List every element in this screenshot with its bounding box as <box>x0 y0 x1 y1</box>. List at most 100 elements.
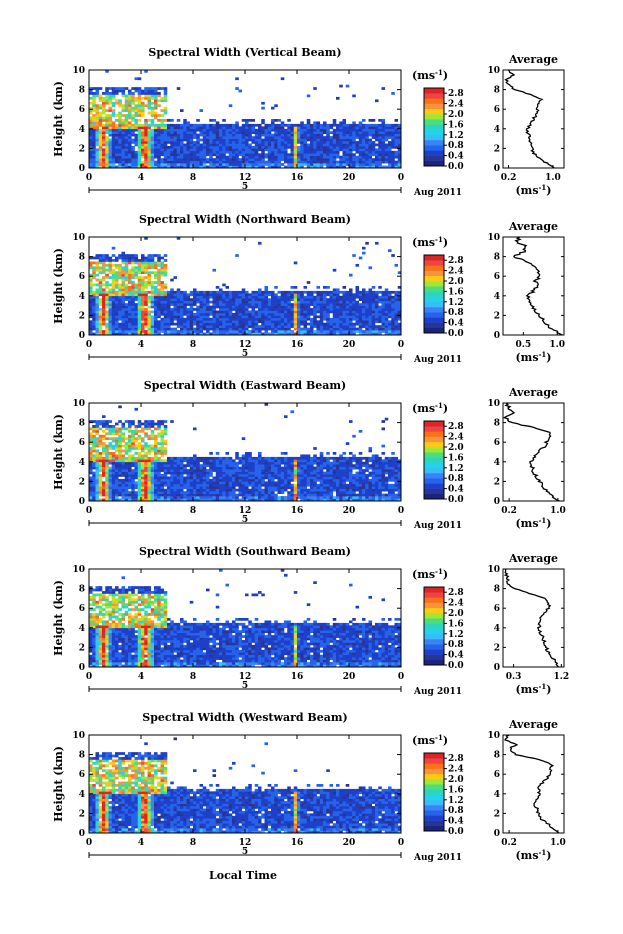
heatmap-cell <box>161 119 165 122</box>
heatmap-cell <box>271 136 275 139</box>
heatmap-cell <box>235 151 239 154</box>
heatmap-cell <box>216 291 220 294</box>
heatmap-cell <box>109 447 113 450</box>
heatmap-cell <box>245 301 249 304</box>
heatmap-cell <box>161 445 165 448</box>
heatmap-cell <box>125 496 129 499</box>
heatmap-cell <box>115 134 119 137</box>
heatmap-cell <box>141 318 145 321</box>
heatmap-cell <box>242 306 246 309</box>
heatmap-cell <box>135 428 139 431</box>
heatmap-cell <box>297 291 301 294</box>
heatmap-cell <box>196 296 200 299</box>
heatmap-cell <box>378 313 382 316</box>
heatmap-cell <box>232 303 236 306</box>
heatmap-cell <box>92 269 96 272</box>
heatmap-cell <box>92 163 96 166</box>
heatmap-cell <box>219 328 223 331</box>
heatmap-cell <box>336 293 340 296</box>
heatmap-cell <box>320 323 324 326</box>
heatmap-cell <box>265 153 269 156</box>
heatmap-cell <box>112 437 116 440</box>
heatmap-cell <box>157 291 161 294</box>
heatmap-cell <box>388 298 392 301</box>
heatmap-cell <box>255 148 259 151</box>
heatmap-cell <box>265 325 269 328</box>
heatmap-cell <box>96 291 100 294</box>
heatmap-cell <box>206 308 210 311</box>
heatmap-cell <box>349 126 353 129</box>
heatmap-cell <box>300 146 304 149</box>
heatmap-cell <box>245 124 249 127</box>
heatmap-cell <box>219 163 223 166</box>
heatmap-cell <box>92 262 96 265</box>
heatmap-cell <box>118 313 122 316</box>
heatmap-cell <box>180 311 184 314</box>
heatmap-cell <box>333 136 337 139</box>
heatmap-cell <box>213 158 217 161</box>
heatmap-cell <box>144 457 148 460</box>
heatmap-cell <box>141 151 145 154</box>
heatmap-cell <box>271 148 275 151</box>
heatmap-cell <box>109 151 113 154</box>
heatmap-cell <box>271 146 275 149</box>
heatmap-cell <box>352 134 356 137</box>
heatmap-cell <box>167 313 171 316</box>
unit-close: ) <box>546 351 551 364</box>
heatmap-cell <box>138 158 142 161</box>
heatmap-cell <box>92 301 96 304</box>
heatmap-cell <box>115 151 119 154</box>
heatmap-cell <box>248 146 252 149</box>
heatmap-cell <box>333 323 337 326</box>
heatmap-cell <box>313 306 317 309</box>
heatmap-cell <box>128 430 132 433</box>
heatmap-cell <box>183 301 187 304</box>
heatmap-cell <box>112 445 116 448</box>
heatmap-cell <box>128 315 132 318</box>
heatmap-cell <box>365 153 369 156</box>
heatmap-cell <box>174 457 178 460</box>
heatmap-cell <box>297 318 301 321</box>
heatmap-cell <box>109 156 113 159</box>
heatmap-cell <box>157 257 161 260</box>
heatmap-cell <box>109 139 113 142</box>
heatmap-cell <box>105 129 109 132</box>
heatmap-cell <box>151 325 155 328</box>
heatmap-cell <box>125 259 129 262</box>
heatmap-cell <box>252 141 256 144</box>
heatmap-cell <box>154 134 158 137</box>
heatmap-cell <box>203 144 207 147</box>
heatmap-cell <box>89 117 93 120</box>
heatmap-cell <box>167 161 171 164</box>
heatmap-cell <box>157 136 161 139</box>
heatmap-cell <box>317 124 321 127</box>
heatmap-cell <box>112 303 116 306</box>
heatmap-cell <box>349 323 353 326</box>
heatmap-cell <box>122 271 126 274</box>
heatmap-cell <box>222 151 226 154</box>
heatmap-cell <box>242 148 246 151</box>
heatmap-cell <box>167 151 171 154</box>
heatmap-cell <box>92 450 96 453</box>
heatmap-cell <box>154 99 158 102</box>
heatmap-cell <box>141 479 145 482</box>
heatmap-cell <box>307 151 311 154</box>
heatmap-cell <box>131 303 135 306</box>
heatmap-cell <box>365 320 369 323</box>
heatmap-cell <box>125 303 129 306</box>
heatmap-cell <box>183 472 187 475</box>
heatmap-cell <box>115 296 119 299</box>
heatmap-cell <box>138 320 142 323</box>
heatmap-cell <box>271 296 275 299</box>
heatmap-cell <box>131 462 135 465</box>
heatmap-cell <box>232 156 236 159</box>
heatmap-cell <box>177 459 181 462</box>
heatmap-cell <box>141 262 145 265</box>
heatmap-cell <box>170 459 174 462</box>
heatmap-cell <box>365 323 369 326</box>
heatmap-cell <box>385 323 389 326</box>
heatmap-cell <box>151 481 155 484</box>
heatmap-cell <box>343 163 347 166</box>
heatmap-cell <box>203 293 207 296</box>
heatmap-cell <box>183 330 187 333</box>
